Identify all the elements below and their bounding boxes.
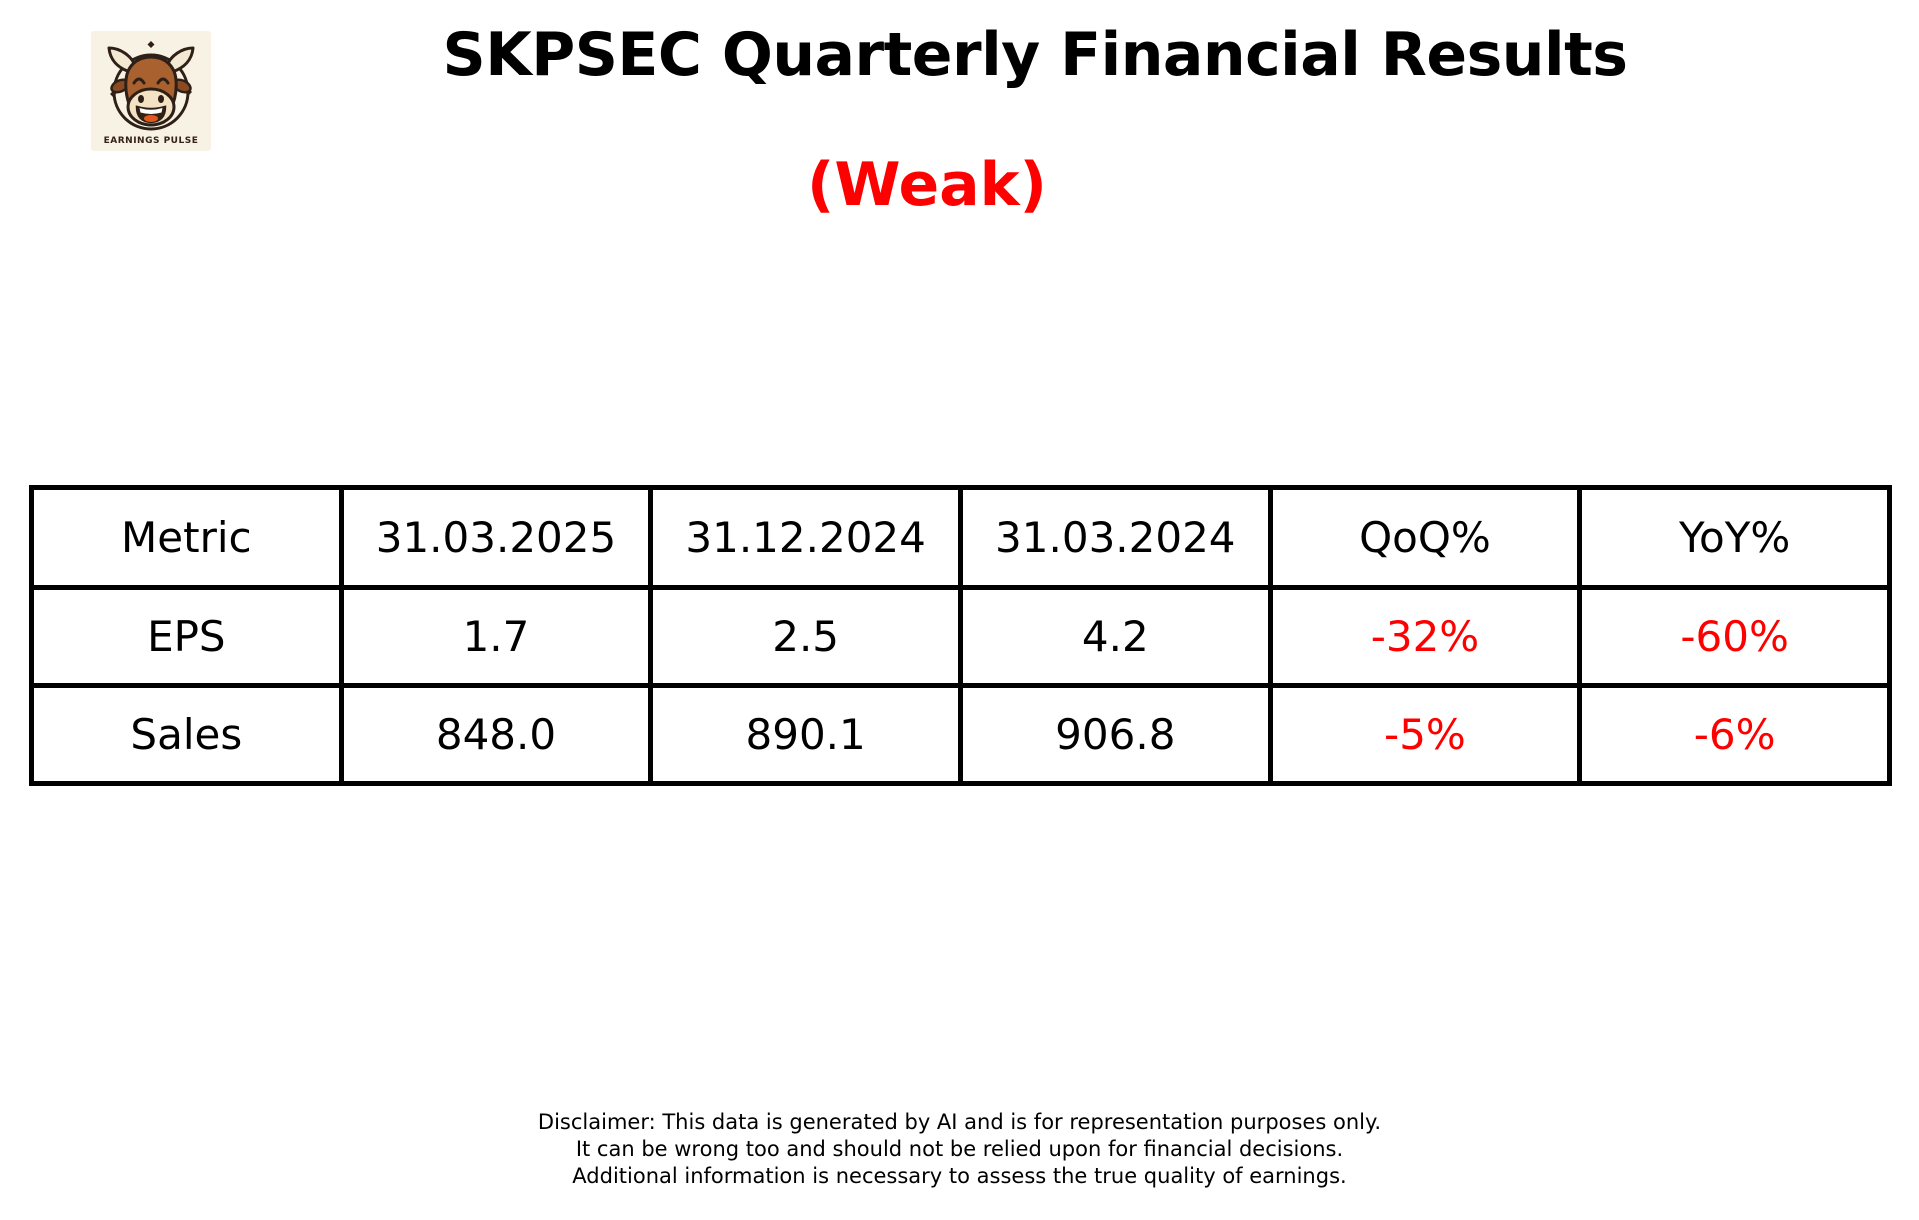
disclaimer-line: Additional information is necessary to a… bbox=[572, 1164, 1347, 1188]
col-header-q-previous: 31.12.2024 bbox=[648, 485, 963, 590]
col-header-q-yearago: 31.03.2024 bbox=[957, 485, 1273, 590]
results-table: Metric 31.03.2025 31.12.2024 31.03.2024 … bbox=[29, 485, 1892, 786]
table-header-row: Metric 31.03.2025 31.12.2024 31.03.2024 … bbox=[29, 485, 1892, 590]
cell-eps-metric: EPS bbox=[29, 585, 344, 688]
cell-sales-yoy: -6% bbox=[1577, 683, 1892, 786]
disclaimer-line: It can be wrong too and should not be re… bbox=[575, 1137, 1344, 1161]
table-row-eps: EPS 1.7 2.5 4.2 -32% -60% bbox=[29, 585, 1892, 688]
cell-eps-q-yearago: 4.2 bbox=[957, 585, 1273, 688]
cell-sales-q-previous: 890.1 bbox=[648, 683, 963, 786]
table-row-sales: Sales 848.0 890.1 906.8 -5% -6% bbox=[29, 683, 1892, 786]
cell-sales-q-current: 848.0 bbox=[338, 683, 654, 786]
disclaimer-line: Disclaimer: This data is generated by AI… bbox=[537, 1110, 1382, 1134]
col-header-yoy: YoY% bbox=[1577, 485, 1892, 590]
cell-sales-qoq: -5% bbox=[1267, 683, 1583, 786]
cell-eps-yoy: -60% bbox=[1577, 585, 1892, 688]
col-header-qoq: QoQ% bbox=[1267, 485, 1583, 590]
cell-sales-q-yearago: 906.8 bbox=[957, 683, 1273, 786]
verdict-label: (Weak) bbox=[807, 150, 1047, 220]
page-title: SKPSEC Quarterly Financial Results bbox=[442, 20, 1628, 90]
cell-eps-q-current: 1.7 bbox=[338, 585, 654, 688]
bull-icon: EARNINGS PULSE bbox=[91, 31, 211, 151]
brand-logo: EARNINGS PULSE bbox=[90, 30, 212, 152]
brand-name: EARNINGS PULSE bbox=[104, 136, 199, 146]
cell-eps-qoq: -32% bbox=[1267, 585, 1583, 688]
col-header-metric: Metric bbox=[29, 485, 344, 590]
disclaimer: Disclaimer: This data is generated by AI… bbox=[0, 1109, 1919, 1190]
cell-sales-metric: Sales bbox=[29, 683, 344, 786]
col-header-q-current: 31.03.2025 bbox=[338, 485, 654, 590]
cell-eps-q-previous: 2.5 bbox=[648, 585, 963, 688]
